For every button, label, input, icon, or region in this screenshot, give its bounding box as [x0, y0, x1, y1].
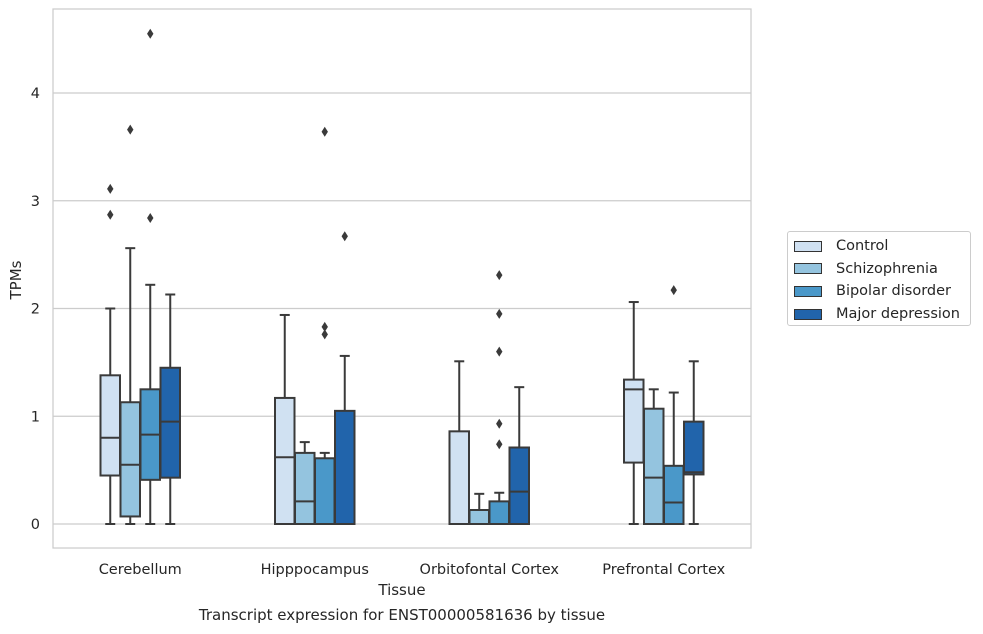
outlier-point: [147, 212, 154, 223]
box-control: [448, 360, 470, 525]
x-tick-label: Prefrontal Cortex: [602, 562, 725, 578]
x-axis-label: Tissue: [377, 581, 425, 599]
iqr-box: [623, 378, 645, 464]
legend-item: Major depression: [794, 305, 960, 323]
box-schizophrenia: [468, 492, 490, 525]
outlier-point: [321, 329, 328, 340]
legend-swatch: [794, 308, 822, 320]
iqr-box: [448, 430, 470, 525]
legend-item: Control: [794, 237, 888, 255]
y-tick-label: 1: [31, 409, 40, 425]
iqr-box: [663, 464, 685, 526]
iqr-box: [294, 451, 316, 526]
y-tick-label: 3: [31, 194, 40, 210]
x-tick-label: Orbitofontal Cortex: [420, 562, 560, 578]
x-tick-labels: Cerebellum Hipppocampus Orbitofontal Corte…: [99, 562, 726, 578]
box-control: [623, 301, 645, 525]
box-major-depression: [683, 360, 705, 525]
figure-caption: Transcript expression for ENST0000058163…: [198, 606, 606, 624]
box-major-depression: [334, 231, 356, 525]
x-tick-label: Cerebellum: [99, 562, 182, 578]
iqr-box: [119, 401, 141, 518]
outlier-point: [496, 418, 503, 429]
outlier-point: [496, 439, 503, 450]
box-schizophrenia: [643, 388, 665, 525]
boxes: [99, 28, 705, 526]
iqr-box: [488, 500, 510, 525]
legend-item: Schizophrenia: [794, 260, 938, 278]
box-major-depression: [508, 386, 530, 525]
outlier-point: [341, 231, 348, 242]
iqr-box: [683, 420, 705, 476]
y-tick-label: 2: [31, 302, 40, 318]
y-tick-label: 4: [31, 86, 40, 102]
legend-swatch: [794, 285, 822, 297]
iqr-box: [274, 396, 296, 525]
y-axis-label: TPMs: [7, 260, 25, 300]
outlier-point: [107, 183, 114, 194]
x-tick-label: Hipppocampus: [261, 562, 369, 578]
outlier-point: [496, 270, 503, 281]
legend-label: Bipolar disorder: [836, 283, 951, 300]
iqr-box: [643, 407, 665, 525]
box-bipolar-disorder: [314, 126, 336, 525]
outlier-point: [670, 285, 677, 296]
plot-frame: [52, 8, 752, 549]
legend-label: Major depression: [836, 306, 960, 323]
iqr-box: [99, 374, 121, 477]
outlier-point: [496, 346, 503, 357]
legend-label: Control: [836, 238, 889, 254]
iqr-box: [508, 446, 530, 525]
box-major-depression: [159, 293, 181, 525]
box-schizophrenia: [119, 124, 141, 525]
iqr-box: [468, 508, 490, 525]
legend-item: Bipolar disorder: [794, 282, 951, 300]
iqr-box: [314, 457, 336, 525]
box-control: [274, 313, 296, 525]
legend-swatch: [794, 263, 822, 275]
legend-swatch: [794, 240, 822, 252]
iqr-box: [159, 366, 181, 479]
y-tick-labels: 0 1 2 3 4: [31, 86, 40, 533]
box-bipolar-disorder: [139, 28, 161, 525]
box-schizophrenia: [294, 441, 316, 526]
outlier-point: [321, 321, 328, 332]
box-bipolar-disorder: [488, 270, 510, 525]
y-tick-label: 0: [31, 517, 40, 533]
legend-label: Schizophrenia: [836, 260, 938, 277]
outlier-point: [127, 124, 134, 135]
box-bipolar-disorder: [663, 285, 685, 526]
outlier-point: [321, 126, 328, 137]
legend: Control Schizophrenia Bipolar disorder Majo…: [787, 231, 971, 326]
outlier-point: [107, 209, 114, 220]
iqr-box: [334, 409, 356, 525]
outlier-point: [147, 28, 154, 39]
outlier-point: [496, 308, 503, 319]
box-control: [99, 183, 121, 525]
